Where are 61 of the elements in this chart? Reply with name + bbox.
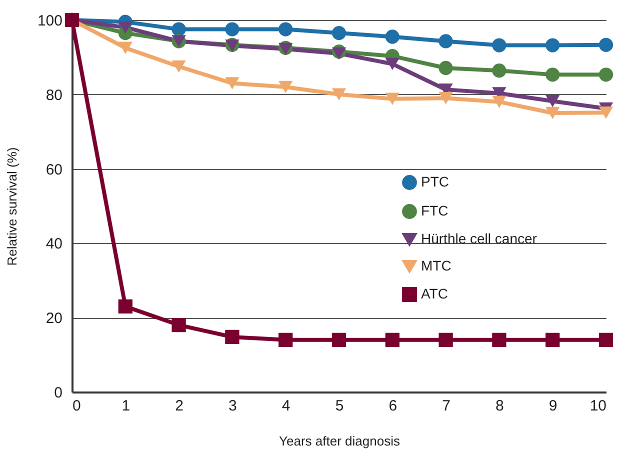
x-tick-label: 4 bbox=[282, 398, 290, 414]
point bbox=[598, 38, 614, 52]
point bbox=[225, 77, 240, 90]
point bbox=[385, 92, 400, 105]
point bbox=[278, 22, 293, 36]
point bbox=[546, 106, 560, 120]
legend-label: FTC bbox=[421, 202, 448, 218]
x-tick-label: 3 bbox=[228, 398, 237, 414]
x-tick-label: 7 bbox=[442, 398, 450, 414]
legend-label: Hürthle cell cancer bbox=[421, 230, 538, 246]
x-tick-label: 9 bbox=[548, 398, 558, 414]
point bbox=[546, 68, 560, 82]
point bbox=[438, 34, 453, 48]
y-tick-label: 60 bbox=[46, 161, 62, 178]
point bbox=[172, 22, 186, 36]
point bbox=[546, 332, 560, 347]
x-tick-label: 8 bbox=[496, 398, 504, 414]
point bbox=[438, 332, 453, 347]
point bbox=[225, 330, 240, 344]
point bbox=[225, 22, 240, 36]
point bbox=[492, 96, 506, 108]
point bbox=[385, 58, 400, 70]
point bbox=[385, 30, 400, 44]
point bbox=[172, 318, 186, 332]
y-tick-label: 80 bbox=[46, 86, 62, 104]
point bbox=[118, 21, 132, 34]
point bbox=[118, 42, 132, 54]
legend-label: MTC bbox=[421, 258, 452, 274]
point bbox=[438, 92, 453, 104]
x-tick-label: 10 bbox=[590, 398, 606, 414]
y-axis-title: Relative survival (%) bbox=[4, 147, 20, 266]
point bbox=[332, 88, 346, 101]
point bbox=[332, 26, 346, 40]
y-tick-label: 40 bbox=[46, 236, 62, 253]
point bbox=[492, 332, 506, 347]
legend-label: ATC bbox=[421, 286, 448, 302]
x-tick-label: 5 bbox=[335, 398, 344, 414]
point bbox=[278, 332, 293, 347]
x-tick-label: 0 bbox=[72, 398, 81, 414]
point bbox=[492, 38, 506, 52]
point bbox=[118, 299, 132, 314]
point bbox=[332, 332, 346, 347]
point bbox=[385, 332, 400, 347]
point bbox=[172, 60, 186, 73]
x-tick-label: 6 bbox=[388, 398, 398, 414]
point bbox=[598, 332, 614, 347]
point bbox=[438, 60, 453, 76]
y-tick-label: 0 bbox=[54, 384, 62, 402]
point bbox=[278, 80, 293, 94]
y-tick-label: 20 bbox=[46, 310, 62, 328]
point bbox=[546, 94, 560, 108]
point bbox=[598, 68, 614, 82]
x-axis-title: Years after diagnosis bbox=[279, 434, 400, 448]
y-tick-label: 100 bbox=[37, 12, 62, 30]
point bbox=[492, 64, 506, 78]
point bbox=[332, 47, 346, 60]
point bbox=[598, 106, 614, 119]
point bbox=[546, 38, 560, 52]
x-tick-label: 2 bbox=[175, 398, 184, 414]
x-tick-label: 1 bbox=[122, 398, 130, 414]
legend-label: PTC bbox=[421, 174, 449, 190]
